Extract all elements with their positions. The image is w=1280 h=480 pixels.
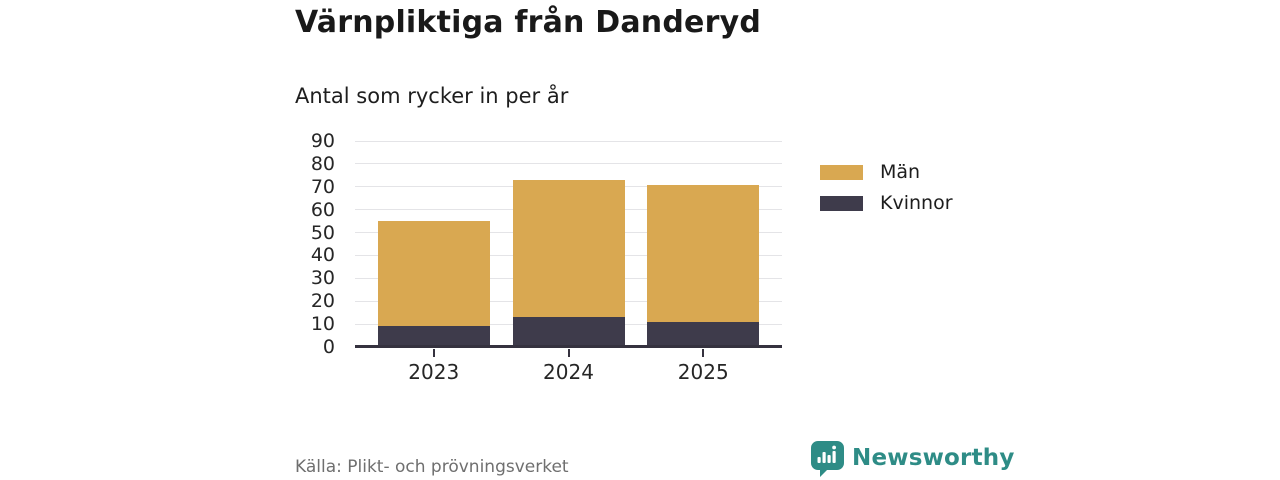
y-axis-tick-label: 40 — [310, 244, 335, 267]
x-axis-tick — [567, 349, 570, 357]
y-axis-tick-label: 50 — [310, 221, 335, 244]
chart-subtitle: Antal som rycker in per år — [295, 84, 569, 108]
y-axis-tick-label: 90 — [310, 130, 335, 152]
y-axis-tick-label: 60 — [310, 198, 335, 221]
x-axis-tick-label: 2023 — [408, 360, 460, 384]
legend-item-män: Män — [820, 159, 953, 185]
x-axis-labels: 2023 2024 2025 — [355, 349, 782, 384]
x-axis-label-cell: 2025 — [647, 349, 759, 384]
newsworthy-logo: Newsworthy — [811, 441, 1015, 477]
gridline — [355, 163, 782, 165]
x-axis-tick — [702, 349, 705, 357]
legend-item-kvinnor: Kvinnor — [820, 190, 953, 216]
newsworthy-icon — [811, 441, 844, 477]
x-axis-label-cell: 2023 — [378, 349, 490, 384]
y-axis-tick-label: 30 — [310, 267, 335, 290]
x-axis-tick — [432, 349, 435, 357]
y-axis-labels: 0 10 20 30 40 50 60 70 80 90 — [270, 130, 345, 358]
legend-label: Kvinnor — [880, 191, 953, 214]
chart-title: Värnpliktiga från Danderyd — [295, 5, 761, 40]
legend-label: Män — [880, 160, 921, 183]
bar-segment-män-2023 — [377, 221, 490, 327]
bar-segment-män-2024 — [512, 179, 625, 318]
bar-2023 — [377, 141, 490, 347]
legend: Män Kvinnor — [820, 159, 953, 221]
y-axis-tick-label: 10 — [310, 313, 335, 336]
x-axis-tick-label: 2025 — [677, 360, 729, 384]
newsworthy-wordmark: Newsworthy — [852, 445, 1015, 471]
y-axis-tick-label: 80 — [310, 152, 335, 175]
bar-2025 — [647, 141, 760, 347]
y-axis-tick-label: 70 — [310, 175, 335, 198]
x-axis-tick-label: 2024 — [543, 360, 594, 384]
y-axis-tick-label: 0 — [322, 336, 335, 358]
bar-segment-kvinnor-2025 — [647, 321, 760, 347]
bar-segment-kvinnor-2024 — [512, 317, 625, 347]
bar-2024 — [512, 141, 625, 347]
y-axis-tick-label: 20 — [310, 290, 335, 313]
plot-area — [355, 140, 782, 348]
bar-segment-kvinnor-2023 — [377, 326, 490, 347]
legend-swatch-män — [820, 164, 863, 180]
legend-swatch-kvinnor — [820, 195, 863, 211]
x-axis-line — [355, 345, 782, 348]
gridline — [355, 140, 782, 142]
x-axis-label-cell: 2024 — [513, 349, 625, 384]
bar-segment-män-2025 — [647, 184, 760, 322]
source-text: Källa: Plikt- och prövningsverket — [295, 457, 569, 477]
bars-row — [355, 141, 782, 347]
